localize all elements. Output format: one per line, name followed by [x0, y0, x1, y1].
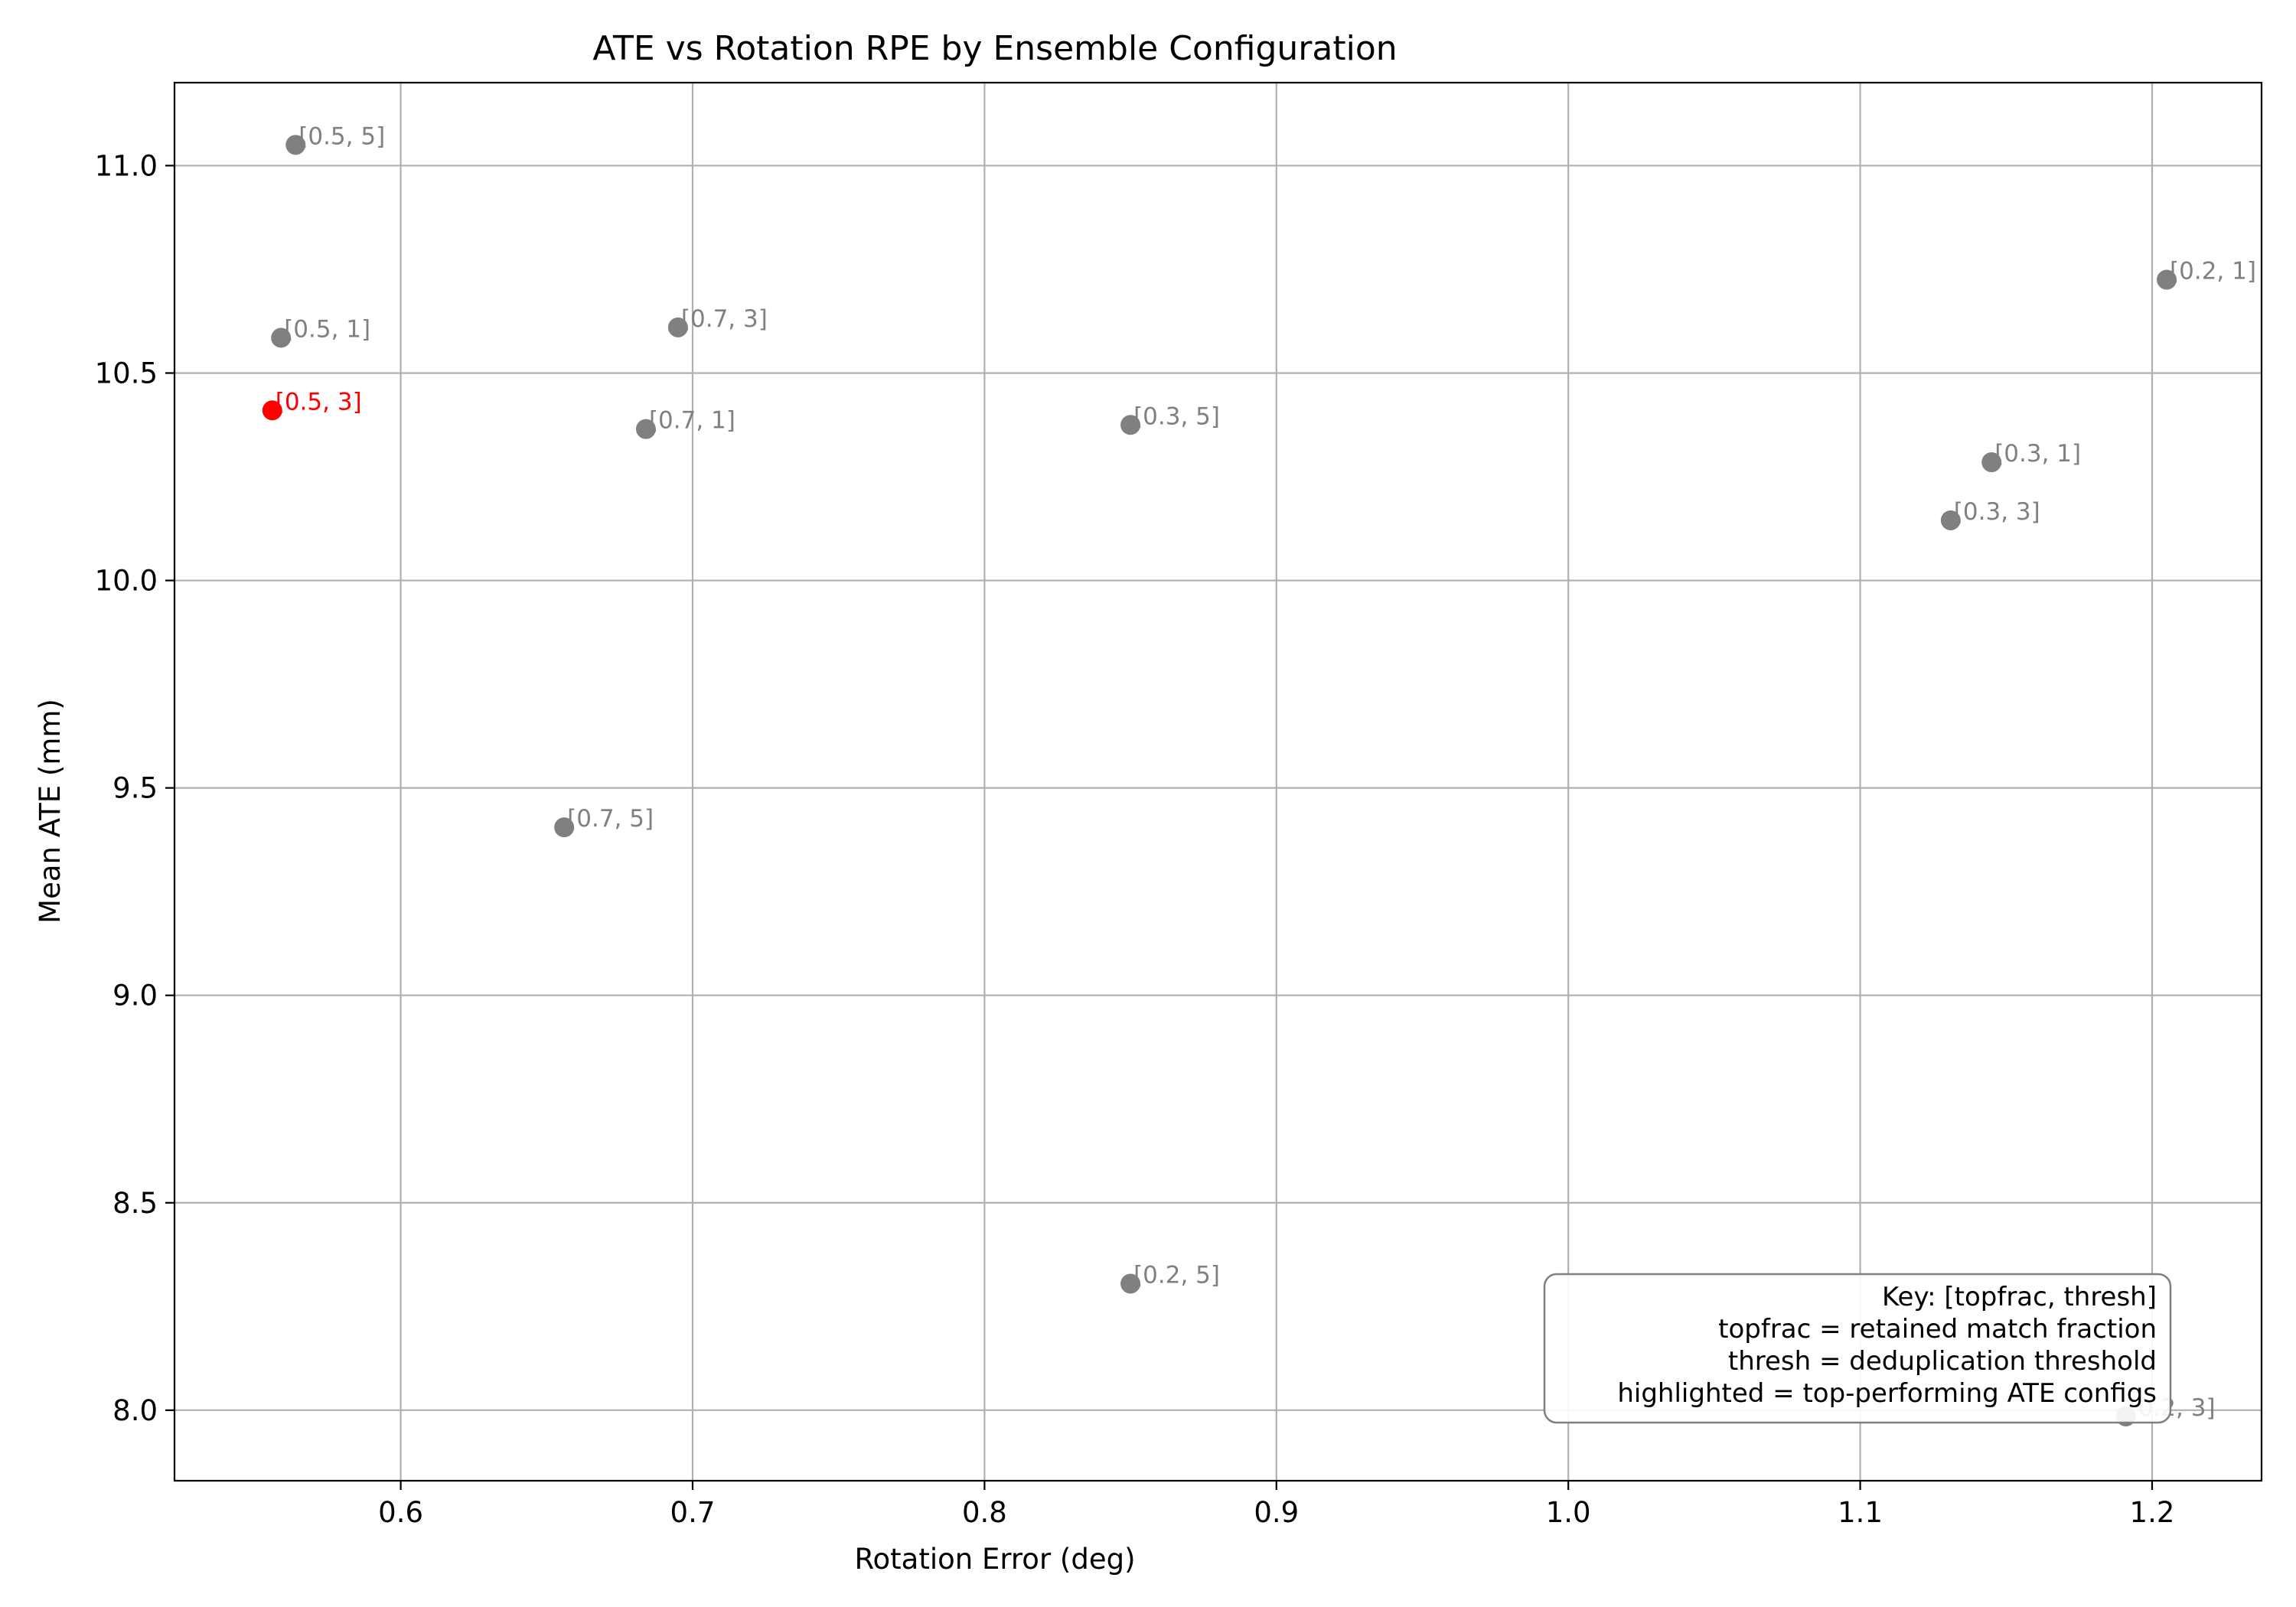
y-tick-label: 9.5 [113, 772, 158, 805]
y-tick-label: 8.0 [113, 1394, 158, 1427]
data-point-highlighted [262, 400, 282, 421]
y-axis-label: Mean ATE (mm) [34, 699, 67, 924]
data-point [271, 328, 292, 348]
data-point-label: [0.5, 1] [284, 315, 370, 343]
data-point-label: [0.7, 1] [649, 407, 735, 435]
data-point [1981, 452, 2002, 473]
x-tick-label: 0.6 [378, 1496, 423, 1529]
data-point-label: [0.2, 5] [1133, 1261, 1220, 1289]
key-box-frame [1543, 1273, 2172, 1424]
y-tick-label: 10.0 [95, 565, 158, 598]
plot-frame [173, 81, 2263, 1482]
data-point-label: [0.3, 3] [1954, 498, 2040, 526]
data-point-label: [0.5, 5] [298, 122, 385, 150]
y-tick-label: 10.5 [95, 357, 158, 390]
data-point-label: [0.2, 1] [2170, 258, 2256, 285]
data-point-label: [0.3, 1] [1994, 440, 2081, 468]
data-point-labels: [0.5, 5] [0.5, 1] [0.7, 3] [0.7, 1] [0.7, 5]… [276, 122, 2256, 1422]
grid-lines [174, 83, 2262, 1481]
y-tick-label: 11.0 [95, 149, 158, 182]
key-box: Key: [topfrac, thresh] topfrac = retaine… [1543, 1273, 2172, 1424]
data-point [1940, 510, 1961, 530]
x-axis-label: Rotation Error (deg) [854, 1543, 1135, 1576]
data-point [667, 317, 688, 337]
x-tick-label: 1.1 [1838, 1496, 1883, 1529]
data-point [635, 419, 656, 439]
x-tick-label: 1.2 [2130, 1496, 2175, 1529]
data-point-label: [0.7, 5] [567, 805, 654, 833]
key-line-title: Key: [topfrac, thresh] [1882, 1282, 2157, 1312]
data-point [1120, 415, 1141, 435]
key-line-thresh: thresh = deduplication threshold [1728, 1346, 2157, 1377]
data-point-label: [0.7, 3] [681, 305, 768, 333]
data-point [285, 135, 306, 155]
data-point [2157, 269, 2177, 290]
data-point [1120, 1273, 1141, 1294]
data-point-label: [0.5, 3] [276, 388, 362, 416]
data-point-label: [0.3, 5] [1133, 403, 1220, 430]
x-tick-label: 0.7 [670, 1496, 716, 1529]
key-line-highlighted: highlighted = top-performing ATE configs [1617, 1378, 2157, 1409]
y-tick-label: 8.5 [113, 1187, 158, 1220]
x-tick-label: 0.9 [1254, 1496, 1299, 1529]
x-tick-label: 0.8 [962, 1496, 1007, 1529]
chart-title: ATE vs Rotation RPE by Ensemble Configur… [592, 29, 1397, 68]
key-line-topfrac: topfrac = retained match fraction [1718, 1314, 2157, 1345]
y-axis-ticks: 8.0 8.5 9.0 9.5 10.0 10.5 11.0 [95, 149, 174, 1427]
x-axis-ticks: 0.6 0.7 0.8 0.9 1.0 1.1 1.2 [378, 1481, 2174, 1529]
y-tick-label: 9.0 [113, 980, 158, 1012]
x-tick-label: 1.0 [1546, 1496, 1591, 1529]
data-point [554, 817, 575, 838]
